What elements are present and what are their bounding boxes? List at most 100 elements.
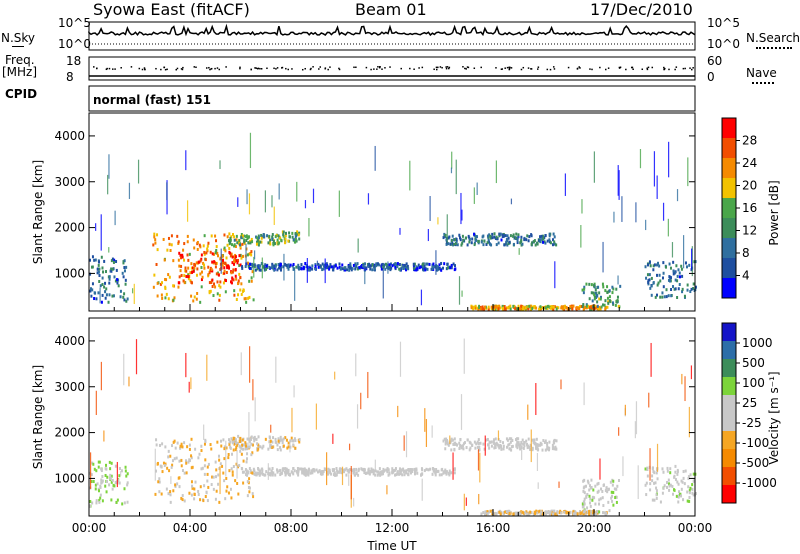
velocity-cell	[197, 489, 200, 493]
power-cell	[493, 235, 496, 239]
velocity-cell	[231, 470, 234, 474]
velocity-cell	[125, 474, 128, 478]
velocity-cell	[655, 486, 658, 490]
freq-point	[105, 68, 108, 71]
velocity-cell	[552, 446, 555, 450]
power-cell	[525, 238, 528, 242]
velocity-cell	[166, 466, 169, 470]
velocity-cell	[522, 442, 525, 446]
power-cell	[572, 304, 575, 308]
velocity-colorbar-swatch	[722, 413, 736, 431]
power-streak	[510, 198, 513, 205]
velocity-cell	[544, 448, 547, 452]
power-cell	[585, 304, 588, 308]
power-streak	[108, 154, 110, 179]
power-cell	[97, 270, 100, 274]
power-cell	[604, 299, 607, 303]
velocity-streak	[431, 425, 433, 438]
power-cell	[181, 253, 184, 257]
velocity-cell	[250, 442, 253, 446]
velocity-cell	[607, 500, 610, 504]
velocity-cell	[387, 473, 390, 477]
power-streak	[296, 181, 298, 202]
velocity-cell	[99, 493, 102, 497]
power-cell	[582, 291, 585, 295]
power-colorbar-tick-label: 28	[742, 134, 757, 148]
power-cell	[405, 268, 408, 272]
velocity-cell	[169, 493, 172, 497]
velocity-cell	[494, 512, 497, 516]
power-cell	[223, 269, 226, 273]
power-cell	[199, 259, 202, 263]
velocity-cell	[491, 512, 494, 516]
power-cell	[384, 267, 387, 271]
velocity-cell	[261, 472, 264, 476]
freq-point	[389, 66, 391, 68]
velocity-cell	[585, 495, 588, 499]
velocity-streak	[560, 379, 562, 390]
velocity-cell	[659, 500, 662, 504]
freq-point	[480, 66, 482, 69]
power-cell	[685, 265, 688, 269]
power-cell	[525, 305, 528, 309]
power-cell	[652, 281, 655, 285]
velocity-cell	[305, 468, 308, 472]
velocity-streak	[248, 412, 250, 446]
power-cell	[689, 290, 692, 294]
velocity-cell	[286, 471, 289, 475]
power-cell	[382, 263, 385, 267]
velocity-streak	[332, 433, 334, 444]
velocity-cell	[226, 485, 229, 489]
power-cell	[453, 264, 456, 268]
velocity-cell	[265, 470, 268, 474]
velocity-cell	[499, 444, 502, 448]
power-streak	[580, 225, 582, 248]
velocity-cell	[380, 472, 383, 476]
power-cell	[250, 276, 253, 280]
power-cell	[204, 258, 207, 262]
velocity-cell	[376, 473, 379, 477]
velocity-streak	[656, 443, 659, 472]
freq-point	[684, 67, 686, 70]
velocity-cell	[92, 462, 95, 466]
velocity-cell	[240, 439, 243, 443]
velocity-cell	[613, 487, 616, 491]
velocity-cell	[348, 468, 351, 472]
velocity-cell	[494, 443, 497, 447]
power-cell	[539, 238, 542, 242]
power-cell	[593, 304, 596, 308]
power-cell	[233, 262, 236, 266]
power-cell	[212, 294, 215, 298]
power-streak	[283, 253, 285, 281]
power-cell	[603, 303, 606, 307]
velocity-cell	[101, 499, 104, 503]
power-cell	[96, 267, 99, 271]
velocity-cell	[239, 436, 242, 440]
power-cell	[242, 288, 245, 292]
power-cell	[693, 260, 696, 264]
freq-point	[205, 67, 208, 69]
power-cell	[442, 236, 445, 240]
power-cell	[231, 261, 234, 265]
power-colorbar-label: Power [dB]	[767, 180, 781, 245]
freq-point	[166, 68, 168, 71]
power-cell	[458, 233, 461, 237]
velocity-cell	[287, 468, 290, 472]
velocity-cell	[158, 477, 161, 481]
freq-point	[193, 66, 196, 68]
power-cell	[482, 243, 485, 247]
velocity-streak	[403, 435, 405, 451]
power-cell	[504, 234, 507, 238]
noise-tick-bottom: 10^0	[58, 37, 91, 51]
power-cell	[114, 279, 117, 283]
velocity-cell	[347, 470, 350, 474]
power-cell	[527, 239, 530, 243]
velocity-cell	[291, 471, 294, 475]
velocity-streak	[120, 471, 122, 476]
velocity-streak	[350, 465, 352, 500]
velocity-cell	[521, 438, 524, 442]
power-cell	[238, 238, 241, 242]
power-cell	[287, 239, 290, 243]
velocity-cell	[452, 442, 455, 446]
power-streak	[253, 256, 255, 278]
